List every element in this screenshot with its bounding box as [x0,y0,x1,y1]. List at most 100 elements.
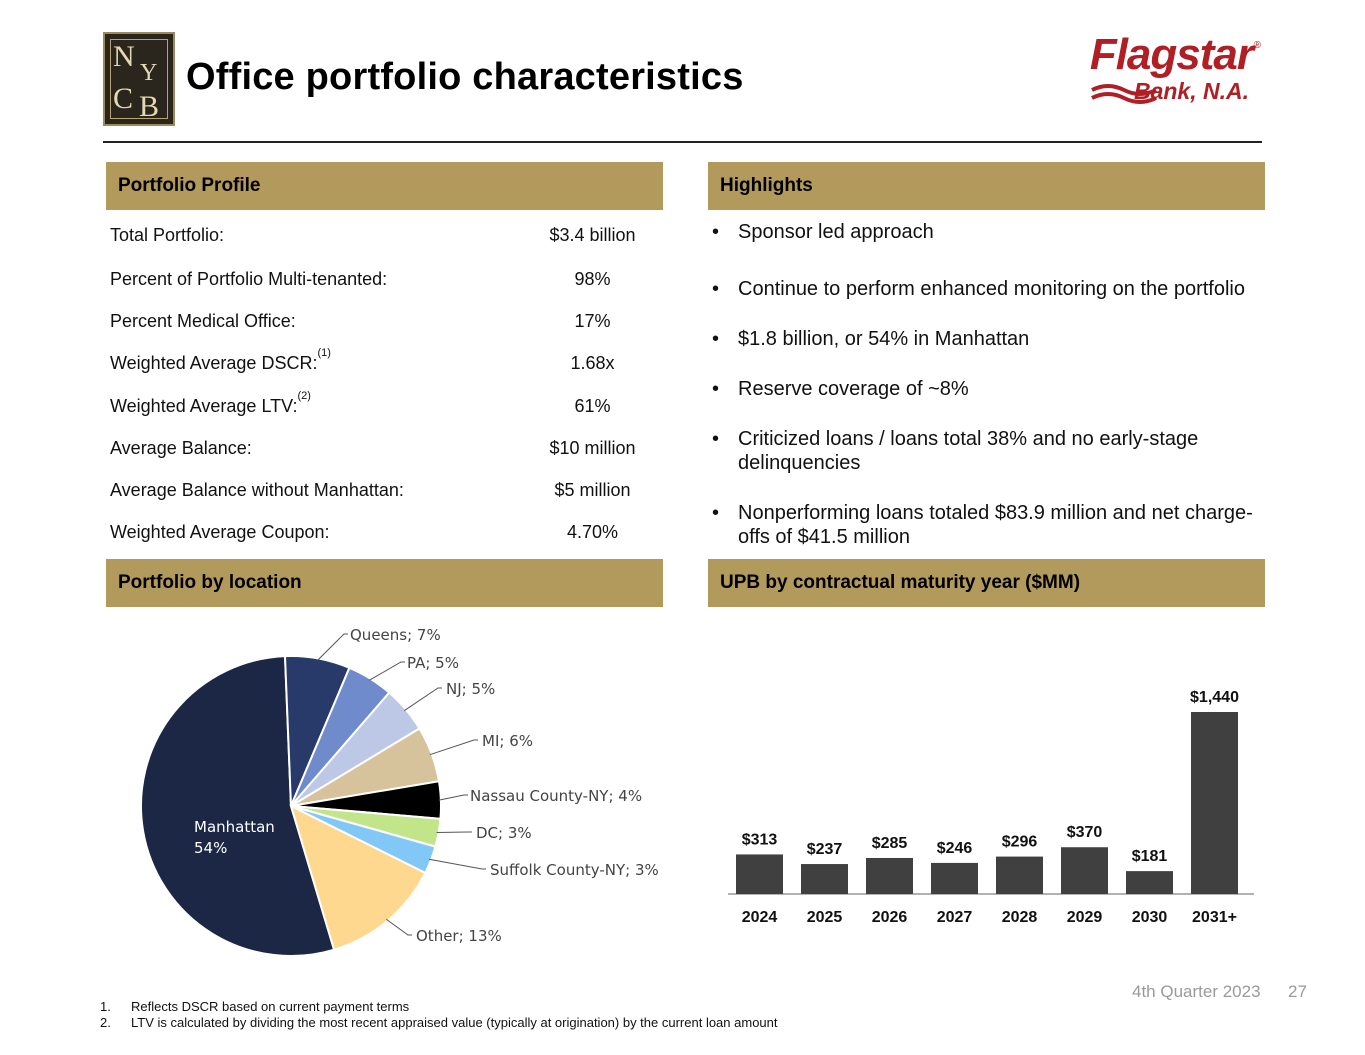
brand-registered-mark: ® [1253,40,1261,51]
footnote-ref: (2) [297,390,311,402]
pie-leader-line [386,918,412,936]
pie-label-manhattan: Manhattan [194,818,275,836]
highlight-text: $1.8 billion, or 54% in Manhattan [738,328,1030,350]
pie-label-dc: DC; 3% [476,824,532,842]
logo-letter-c: C [113,82,134,115]
x-tick-label: 2031+ [1192,909,1237,926]
bullet-icon: • [712,328,720,350]
flag-swoosh-icon [1091,84,1157,104]
bar-2030 [1126,871,1173,894]
profile-label: Weighted Average DSCR:(1) [110,347,331,374]
portfolio-profile-header: Portfolio Profile [106,162,663,210]
pie-leader-line [368,661,405,681]
profile-value: 1.68x [570,353,615,373]
logo-letter-b: B [139,90,160,123]
profile-row: Weighted Average Coupon: 4.70% [110,522,650,546]
profile-label: Percent of Portfolio Multi-tenanted: [110,269,387,290]
profile-label-text: Percent of Portfolio Multi-tenanted: [110,269,388,289]
profile-label: Average Balance without Manhattan: [110,480,404,501]
pie-label-nassau-county-ny: Nassau County-NY; 4% [470,787,642,805]
pie-leader-line [403,687,442,712]
footnote-ref: (1) [317,347,331,359]
pie-label-pa: PA; 5% [407,654,459,672]
bar-value-label: $237 [807,841,843,858]
logo-letter-y: Y [140,60,158,86]
profile-value: $3.4 billion [549,225,636,245]
profile-value: $10 million [549,438,636,458]
profile-label-text: Average Balance without Manhattan: [110,480,404,500]
profile-value: 61% [574,396,611,416]
profile-label: Weighted Average LTV:(2) [110,390,311,417]
pie-leader-line [317,633,348,661]
location-pie-chart: Manhattan 54% Queens; 7% PA; 5% NJ; 5% MI; 6%… [140,626,659,957]
profile-label-text: Percent Medical Office: [110,311,296,331]
footnote-number: 2. [100,1015,111,1030]
highlight-text: Reserve coverage of ~8% [738,378,969,400]
bar-value-label: $246 [937,840,973,857]
profile-row: Average Balance without Manhattan: $5 mil… [110,480,650,504]
bullet-icon: • [712,221,720,243]
pie-leader-line [428,858,486,870]
x-tick-label: 2024 [742,909,778,926]
footnote-text: LTV is calculated by dividing the most r… [131,1015,778,1030]
footnote-text: Reflects DSCR based on current payment t… [131,999,410,1014]
pie-slice-manhattan [140,655,336,957]
x-tick-label: 2026 [872,909,908,926]
x-tick-label: 2029 [1067,909,1103,926]
bullet-icon: • [712,278,720,300]
profile-value: 98% [574,269,611,289]
profile-value: 17% [574,311,611,331]
profile-label-text: Total Portfolio: [110,225,225,245]
footnote-number: 1. [100,999,111,1014]
pie-leader-line [438,794,468,801]
bar-2027 [931,862,978,894]
bullet-icon: • [712,428,720,450]
profile-row: Percent of Portfolio Multi-tenanted: 98% [110,269,650,293]
bar-2026 [866,857,913,894]
profile-label: Weighted Average Coupon: [110,522,330,543]
bar-value-label: $181 [1132,848,1168,865]
profile-label-text: Weighted Average DSCR: [110,353,318,373]
highlight-text: Sponsor led approach [738,221,934,243]
pie-label-mi: MI; 6% [482,732,533,750]
location-header: Portfolio by location [106,559,663,607]
bar-2031+ [1191,712,1238,894]
profile-label: Average Balance: [110,438,252,459]
bullet-icon: • [712,502,720,524]
pie-leader-line [429,739,478,756]
pie-label-nj: NJ; 5% [446,680,495,698]
profile-row: Total Portfolio: $3.4 billion [110,225,650,249]
bar-value-label: $1,440 [1190,689,1239,706]
profile-row: Weighted Average LTV:(2) 61% [110,390,650,420]
bar-2029 [1061,847,1108,894]
highlight-text: Criticized loans / loans total 38% and n… [738,428,1199,474]
bar-value-label: $370 [1067,824,1103,841]
profile-row: Weighted Average DSCR:(1) 1.68x [110,347,650,377]
maturity-bar-chart: $313 2024 $237 2025 $285 2026 $246 2027 $296 2028… [728,689,1254,926]
profile-label-text: Average Balance: [110,438,252,458]
profile-label-text: Weighted Average Coupon: [110,522,330,542]
header-divider [103,141,1262,143]
highlight-text: Continue to perform enhanced monitoring … [738,278,1245,300]
brand-subtitle: Bank, N.A. [1133,78,1249,104]
bar-value-label: $285 [872,835,908,852]
x-tick-label: 2028 [1002,909,1038,926]
bar-2028 [996,856,1043,894]
footer-date: 4th Quarter 2023 [1132,982,1261,1001]
maturity-header: UPB by contractual maturity year ($MM) [708,559,1265,607]
page-number: 27 [1288,982,1307,1001]
profile-label-text: Weighted Average LTV: [110,396,298,416]
page-title: Office portfolio characteristics [186,56,744,98]
nycb-logo: N Y C B [103,32,175,126]
x-tick-label: 2030 [1132,909,1168,926]
profile-label: Total Portfolio: [110,225,224,246]
brand-name: Flagstar [1089,30,1254,79]
bar-2024 [736,854,783,894]
pie-label-suffolk-county-ny: Suffolk County-NY; 3% [490,861,659,879]
highlight-text: Nonperforming loans totaled $83.9 millio… [738,502,1253,548]
bullet-icon: • [712,378,720,400]
bar-2025 [801,864,848,894]
highlights-header: Highlights [708,162,1265,210]
bar-value-label: $313 [742,831,778,848]
pie-label-other: Other; 13% [416,927,502,945]
